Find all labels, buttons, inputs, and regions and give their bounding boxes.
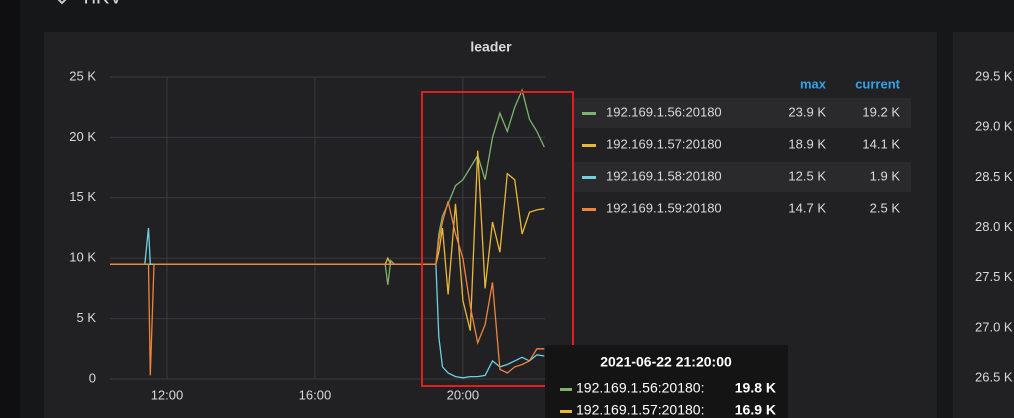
legend-label[interactable]: 192.169.1.57:20180: [606, 136, 722, 151]
legend-current: 14.1 K: [862, 136, 900, 151]
y-tick-label: 0: [89, 370, 96, 385]
legend-max: 23.9 K: [788, 104, 826, 119]
y-tick-label: 10 K: [69, 250, 96, 265]
right-panel: [953, 32, 1014, 418]
tooltip-value: 19.8 K: [735, 380, 776, 396]
legend-swatch[interactable]: [582, 176, 596, 179]
y-tick-label: 25 K: [69, 68, 96, 83]
y-tick-label: 29.5 K: [975, 68, 1013, 83]
legend-current: 1.9 K: [870, 168, 901, 183]
legend-label[interactable]: 192.169.1.56:20180: [606, 104, 722, 119]
y-tick-label: 26.5 K: [975, 370, 1013, 385]
y-tick-label: 28.0 K: [975, 219, 1013, 234]
y-tick-label: 28.5 K: [975, 169, 1013, 184]
highlight-box: [421, 91, 574, 387]
x-tick-label: 16:00: [299, 387, 332, 402]
y-tick-label: 29.0 K: [975, 119, 1013, 134]
collapse-chevron[interactable]: [55, 0, 69, 5]
legend-max: 14.7 K: [788, 200, 826, 215]
tooltip-value: 16.9 K: [735, 402, 776, 418]
legend-label[interactable]: 192.169.1.59:20180: [606, 200, 722, 215]
tooltip-label: 192.169.1.57:20180:: [576, 402, 704, 418]
y-tick-label: 27.0 K: [975, 319, 1013, 334]
legend-header[interactable]: max: [800, 76, 827, 91]
x-tick-label: 12:00: [151, 387, 184, 402]
y-tick-label: 15 K: [69, 189, 96, 204]
tooltip-box: [545, 345, 788, 418]
right-axis: 29.5 K 29.0 K 28.5 K 28.0 K 27.5 K 27.0 K 26.5…: [975, 68, 1013, 384]
legend-swatch[interactable]: [582, 208, 596, 211]
plot: 0 5 K 10 K 15 K 20 K 25 K 12:00 16:00 20:00: [69, 68, 545, 402]
series-line: [110, 201, 545, 376]
panel: [44, 32, 937, 418]
legend-header[interactable]: current: [855, 76, 900, 91]
legend-label[interactable]: 192.169.1.58:20180: [606, 168, 722, 183]
legend: 192.169.1.56:20180 23.9 K 19.2 K 192.169.1.…: [574, 98, 911, 215]
tooltip-swatch: [560, 410, 572, 413]
tooltip-swatch: [560, 388, 572, 391]
legend-swatch[interactable]: [582, 112, 596, 115]
chart-title: leader: [470, 39, 512, 55]
sidebar: [0, 0, 20, 418]
tooltip-label: 192.169.1.56:20180:: [576, 380, 704, 396]
legend-current: 19.2 K: [862, 104, 900, 119]
tooltip-title: 2021-06-22 21:20:00: [600, 354, 732, 370]
section-title[interactable]: TiKV: [80, 0, 123, 8]
legend-max: 18.9 K: [788, 136, 826, 151]
y-tick-label: 20 K: [69, 129, 96, 144]
y-tick-label: 27.5 K: [975, 269, 1013, 284]
legend-current: 2.5 K: [870, 200, 901, 215]
legend-max: 12.5 K: [788, 168, 826, 183]
legend-swatch[interactable]: [582, 144, 596, 147]
legend-row-bg: [574, 162, 911, 192]
x-tick-label: 20:00: [447, 387, 480, 402]
tooltip: 2021-06-22 21:20:00 192.169.1.56:20180: 1…: [545, 345, 788, 418]
legend-row-bg: [574, 98, 911, 128]
y-tick-label: 5 K: [76, 310, 96, 325]
